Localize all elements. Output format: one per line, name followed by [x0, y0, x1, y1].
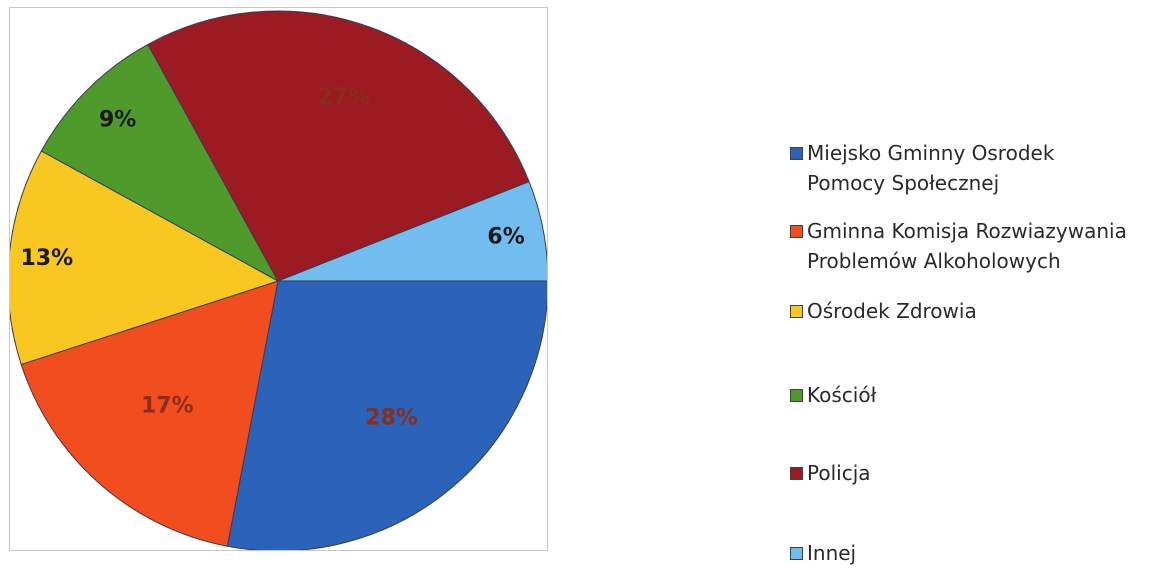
slice-mgops: [226, 280, 547, 550]
legend-swatch: [790, 467, 803, 480]
legend-item-osrodek-zdrowia: Ośrodek Zdrowia: [790, 296, 977, 326]
legend-label: Kościół: [807, 383, 877, 407]
legend-item-innej: Innej: [790, 538, 856, 568]
legend-label: Gminna Komisja Rozwiazywania Problemów A…: [807, 219, 1127, 273]
data-label: 27%: [318, 85, 371, 110]
pie-chart: 28% 17% 13% 9% 27% 6%: [10, 10, 547, 550]
legend-label: Policja: [807, 461, 871, 485]
slice-innej: [277, 180, 547, 282]
slice-osrodek-zdrowia: [10, 150, 280, 366]
legend-label: Ośrodek Zdrowia: [807, 299, 977, 323]
legend-swatch: [790, 389, 803, 402]
data-label: 28%: [365, 405, 418, 430]
legend-label: Miejsko Gminny Osrodek Pomocy Społecznej: [807, 141, 1055, 195]
legend-item-kosciol: Kościół: [790, 380, 876, 410]
slice-kosciol: [40, 43, 280, 283]
legend-swatch: [790, 147, 803, 160]
legend-item-policja: Policja: [790, 458, 871, 488]
data-label: 13%: [20, 246, 73, 271]
chart-area: 28% 17% 13% 9% 27% 6%: [9, 7, 548, 551]
data-label: 6%: [487, 224, 524, 249]
slice-policja: [147, 10, 530, 282]
legend: Miejsko Gminny Osrodek Pomocy Społecznej…: [790, 138, 1152, 568]
legend-swatch: [790, 225, 803, 238]
legend-swatch: [790, 547, 803, 560]
data-label: 9%: [99, 108, 136, 133]
legend-item-mgops: Miejsko Gminny Osrodek Pomocy Społecznej: [790, 138, 1054, 198]
legend-swatch: [790, 305, 803, 318]
slice-gkrpa: [20, 280, 279, 547]
data-label: 17%: [141, 394, 194, 419]
legend-label: Innej: [807, 541, 857, 565]
legend-item-gkrpa: Gminna Komisja Rozwiazywania Problemów A…: [790, 216, 1127, 276]
